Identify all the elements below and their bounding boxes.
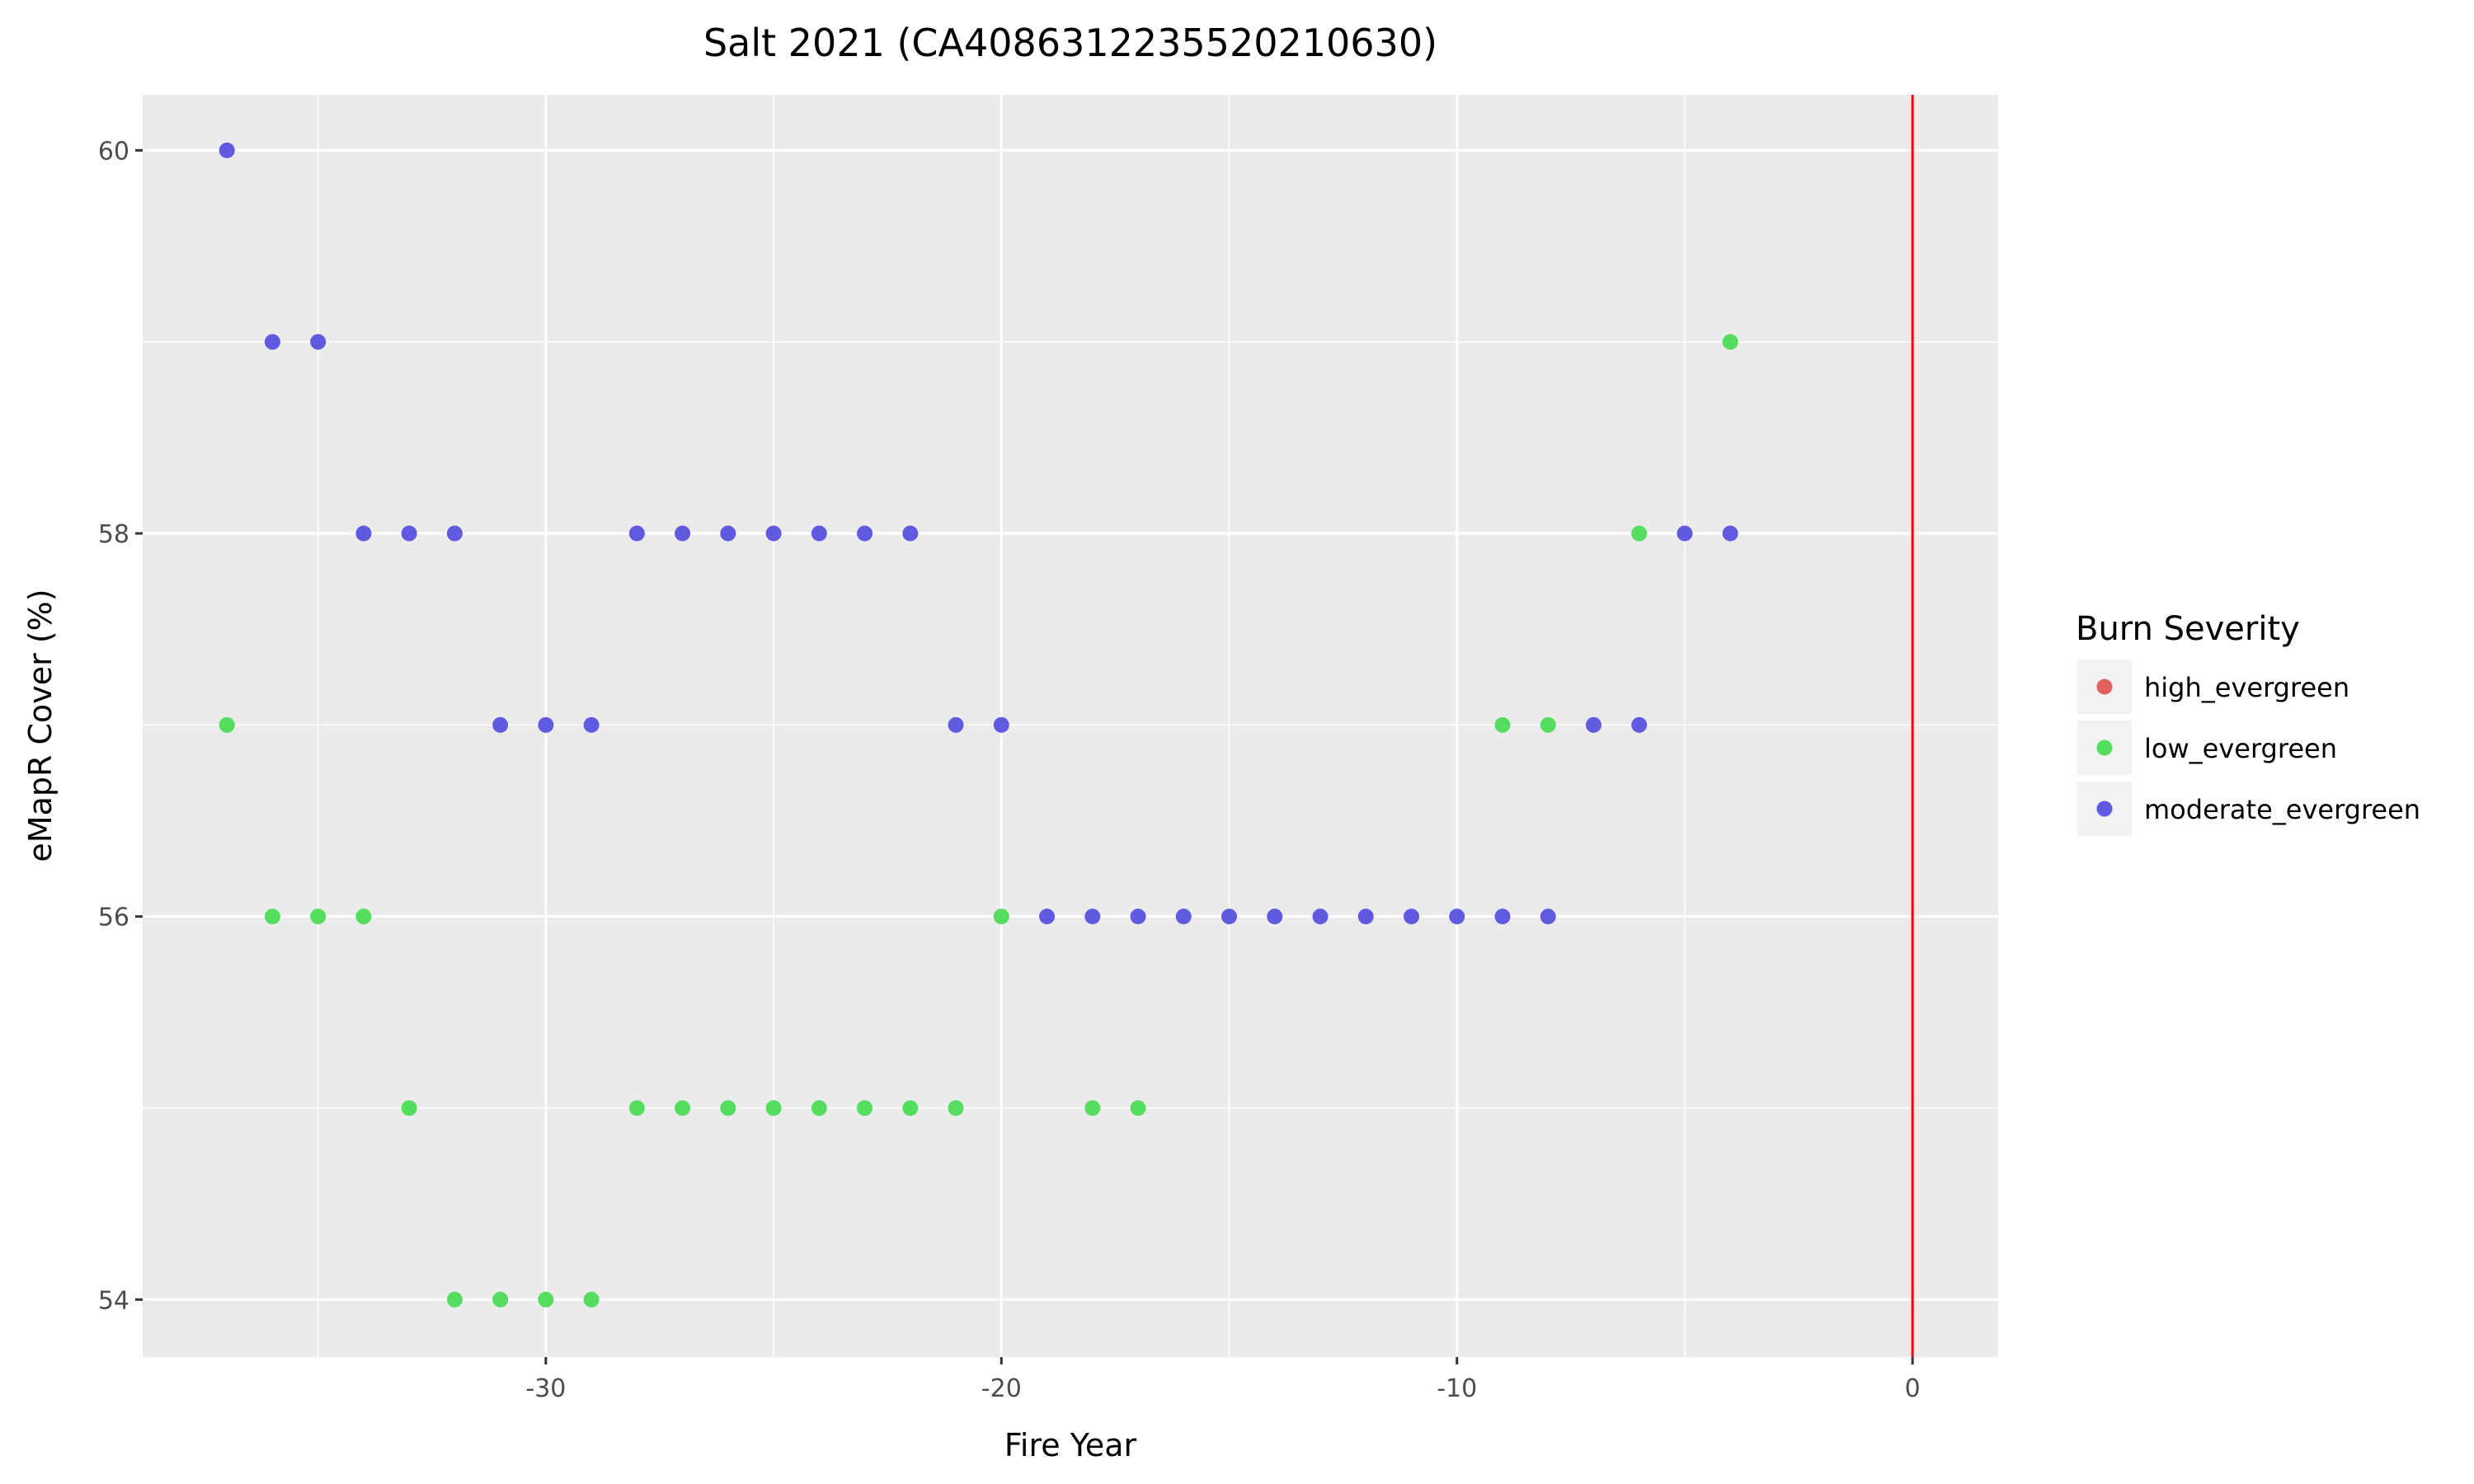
legend-label: high_evergreen — [2144, 672, 2349, 703]
data-point-low_evergreen — [675, 1100, 691, 1116]
data-point-low_evergreen — [993, 909, 1009, 925]
data-point-moderate_evergreen — [1722, 525, 1738, 542]
data-point-moderate_evergreen — [583, 716, 600, 733]
data-point-low_evergreen — [1540, 716, 1556, 733]
data-point-low_evergreen — [355, 909, 372, 925]
data-point-moderate_evergreen — [219, 142, 235, 158]
data-point-moderate_evergreen — [1631, 716, 1648, 733]
legend-title: Burn Severity — [2076, 610, 2300, 648]
data-point-moderate_evergreen — [765, 525, 782, 542]
plot-panel — [143, 95, 1998, 1357]
x-tick-label: -30 — [525, 1374, 566, 1403]
data-point-low_evergreen — [720, 1100, 736, 1116]
data-point-low_evergreen — [948, 1100, 964, 1116]
data-point-moderate_evergreen — [720, 525, 736, 542]
x-tick-label: -10 — [1437, 1374, 1477, 1403]
data-point-moderate_evergreen — [1585, 716, 1602, 733]
y-tick-label: 60 — [98, 137, 129, 166]
legend-marker-moderate_evergreen — [2096, 801, 2113, 817]
data-point-low_evergreen — [1494, 716, 1511, 733]
legend: Burn Severity high_evergreen low_evergree… — [2076, 610, 2420, 836]
x-tick-label: 0 — [1905, 1374, 1921, 1403]
legend-marker-high_evergreen — [2096, 679, 2113, 695]
data-point-low_evergreen — [219, 716, 235, 733]
data-point-moderate_evergreen — [264, 334, 280, 350]
data-point-low_evergreen — [401, 1100, 417, 1116]
data-point-low_evergreen — [583, 1291, 600, 1308]
y-tick-label: 54 — [98, 1286, 129, 1315]
data-point-low_evergreen — [902, 1100, 919, 1116]
data-point-low_evergreen — [310, 909, 327, 925]
data-point-moderate_evergreen — [857, 525, 873, 542]
data-point-low_evergreen — [492, 1291, 509, 1308]
data-point-low_evergreen — [765, 1100, 782, 1116]
data-point-low_evergreen — [811, 1100, 827, 1116]
data-point-moderate_evergreen — [1357, 909, 1374, 925]
data-point-moderate_evergreen — [1084, 909, 1101, 925]
data-point-moderate_evergreen — [628, 525, 645, 542]
data-point-low_evergreen — [857, 1100, 873, 1116]
data-point-moderate_evergreen — [902, 525, 919, 542]
chart-title: Salt 2021 (CA4086312235520210630) — [703, 21, 1437, 65]
data-point-moderate_evergreen — [1175, 909, 1192, 925]
data-point-moderate_evergreen — [1221, 909, 1238, 925]
x-tick-label: -20 — [981, 1374, 1022, 1403]
data-point-moderate_evergreen — [310, 334, 327, 350]
legend-label: moderate_evergreen — [2144, 794, 2420, 825]
data-point-moderate_evergreen — [492, 716, 509, 733]
data-point-moderate_evergreen — [675, 525, 691, 542]
data-point-low_evergreen — [1722, 334, 1738, 350]
data-point-moderate_evergreen — [538, 716, 554, 733]
data-point-low_evergreen — [1084, 1100, 1101, 1116]
data-point-moderate_evergreen — [355, 525, 372, 542]
data-point-moderate_evergreen — [1540, 909, 1556, 925]
data-point-moderate_evergreen — [401, 525, 417, 542]
data-point-moderate_evergreen — [948, 716, 964, 733]
data-point-moderate_evergreen — [993, 716, 1009, 733]
x-axis-label: Fire Year — [1004, 1427, 1137, 1463]
y-tick-label: 58 — [98, 520, 129, 549]
data-point-moderate_evergreen — [1312, 909, 1329, 925]
y-tick-label: 56 — [98, 904, 129, 932]
data-point-moderate_evergreen — [1677, 525, 1693, 542]
data-point-moderate_evergreen — [1403, 909, 1419, 925]
data-point-moderate_evergreen — [1267, 909, 1283, 925]
data-point-moderate_evergreen — [446, 525, 463, 542]
data-point-moderate_evergreen — [811, 525, 827, 542]
legend-label: low_evergreen — [2144, 733, 2337, 764]
data-point-low_evergreen — [1130, 1100, 1146, 1116]
data-point-low_evergreen — [1631, 525, 1648, 542]
y-axis-label: eMapR Cover (%) — [22, 589, 59, 862]
data-point-moderate_evergreen — [1494, 909, 1511, 925]
data-point-low_evergreen — [264, 909, 280, 925]
data-point-moderate_evergreen — [1449, 909, 1465, 925]
data-point-moderate_evergreen — [1130, 909, 1146, 925]
data-point-low_evergreen — [446, 1291, 463, 1308]
legend-marker-low_evergreen — [2096, 740, 2113, 756]
data-point-low_evergreen — [628, 1100, 645, 1116]
data-point-low_evergreen — [538, 1291, 554, 1308]
data-point-moderate_evergreen — [1039, 909, 1056, 925]
